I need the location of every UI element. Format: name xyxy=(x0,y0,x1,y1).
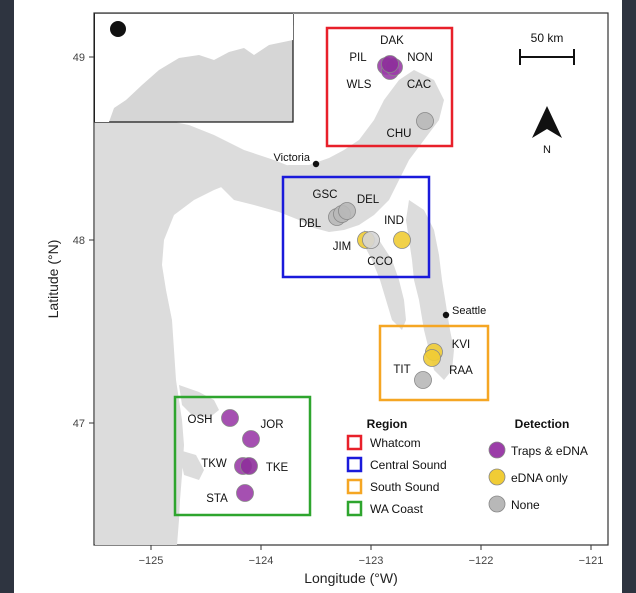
site-label-dak: DAK xyxy=(380,35,404,47)
site-label-del: DEL xyxy=(357,194,380,206)
legend-swatch-wa-coast xyxy=(346,500,363,517)
site-label-dbl: DBL xyxy=(299,218,322,230)
map-svg: −125 −124 −123 −122 −121 49 48 47 Longit… xyxy=(45,12,609,586)
site-label-gsc: GSC xyxy=(313,189,338,201)
legend-swatch-central-sound xyxy=(346,456,363,473)
site-label-jim: JIM xyxy=(333,241,352,253)
legend-label-edna-only: eDNA only xyxy=(511,471,568,485)
scale-bar-label: 50 km xyxy=(531,31,564,45)
inset-location-marker xyxy=(110,21,126,37)
city-marker-victoria xyxy=(312,160,320,168)
legend-detection: Detection Traps & eDNA eDNA only None xyxy=(488,417,588,513)
site-label-raa: RAA xyxy=(449,365,473,377)
legend-label-traps-edna: Traps & eDNA xyxy=(511,444,588,458)
legend-region: Region Whatcom Central Sound South Sound… xyxy=(346,417,447,517)
site-label-chu: CHU xyxy=(387,128,412,140)
region-box-south-sound xyxy=(378,324,490,402)
site-label-sta: STA xyxy=(206,493,228,505)
scale-bar xyxy=(519,49,575,65)
site-label-ind: IND xyxy=(384,215,404,227)
site-label-cac: CAC xyxy=(407,79,431,91)
site-label-pil: PIL xyxy=(349,52,367,64)
site-point-tke xyxy=(240,457,258,475)
site-label-jor: JOR xyxy=(261,419,284,431)
city-label-seattle: Seattle xyxy=(452,305,486,317)
north-arrow-icon xyxy=(532,106,562,138)
y-axis-label: Latitude (°N) xyxy=(45,240,61,319)
site-point-osh xyxy=(221,409,239,427)
map-figure: −125 −124 −123 −122 −121 49 48 47 Longit… xyxy=(14,0,622,593)
city-label-victoria: Victoria xyxy=(274,152,311,164)
x-tick-label: −121 xyxy=(579,555,604,567)
legend-label-central-sound: Central Sound xyxy=(370,458,447,472)
x-tick-label: −125 xyxy=(139,555,164,567)
site-label-osh: OSH xyxy=(188,414,213,426)
site-label-kvi: KVI xyxy=(452,339,471,351)
site-point-jor xyxy=(242,430,260,448)
x-tick-label: −123 xyxy=(359,555,384,567)
legend-swatch-south-sound xyxy=(346,478,363,495)
site-point-ind xyxy=(393,231,411,249)
site-point-dak xyxy=(381,55,399,73)
site-points xyxy=(221,55,443,502)
y-tick-label: 49 xyxy=(73,52,85,64)
legend-label-none: None xyxy=(511,498,540,512)
site-label-cco: CCO xyxy=(367,256,393,268)
x-axis xyxy=(150,545,592,550)
region-box-central-sound xyxy=(281,175,431,279)
inset-map xyxy=(94,13,294,123)
legend-label-whatcom: Whatcom xyxy=(370,436,421,450)
y-axis xyxy=(89,56,94,424)
x-axis-label: Longitude (°W) xyxy=(304,570,398,586)
site-label-tit: TIT xyxy=(393,364,410,376)
legend-swatch-edna-only xyxy=(488,468,506,486)
y-tick-label: 47 xyxy=(73,418,85,430)
legend-detection-title: Detection xyxy=(515,417,570,431)
site-point-raa xyxy=(423,349,441,367)
site-label-non: NON xyxy=(407,52,433,64)
legend-label-south-sound: South Sound xyxy=(370,480,439,494)
city-marker-seattle xyxy=(442,311,450,319)
site-label-wls: WLS xyxy=(347,79,372,91)
legend-label-wa-coast: WA Coast xyxy=(370,502,424,516)
legend-swatch-traps-edna xyxy=(488,441,506,459)
x-tick-label: −122 xyxy=(469,555,494,567)
site-label-tke: TKE xyxy=(266,462,289,474)
x-tick-label: −124 xyxy=(249,555,274,567)
y-tick-label: 48 xyxy=(73,235,85,247)
region-box-wa-coast xyxy=(173,395,312,517)
site-point-cco xyxy=(362,231,380,249)
site-point-del xyxy=(338,202,356,220)
legend-region-title: Region xyxy=(367,417,408,431)
region-box-whatcom xyxy=(325,26,454,148)
site-point-tit xyxy=(414,371,432,389)
legend-swatch-whatcom xyxy=(346,434,363,451)
site-point-chu xyxy=(416,112,434,130)
site-label-tkw: TKW xyxy=(201,458,227,470)
site-point-sta xyxy=(236,484,254,502)
north-label: N xyxy=(543,144,551,156)
legend-swatch-none xyxy=(488,495,506,513)
